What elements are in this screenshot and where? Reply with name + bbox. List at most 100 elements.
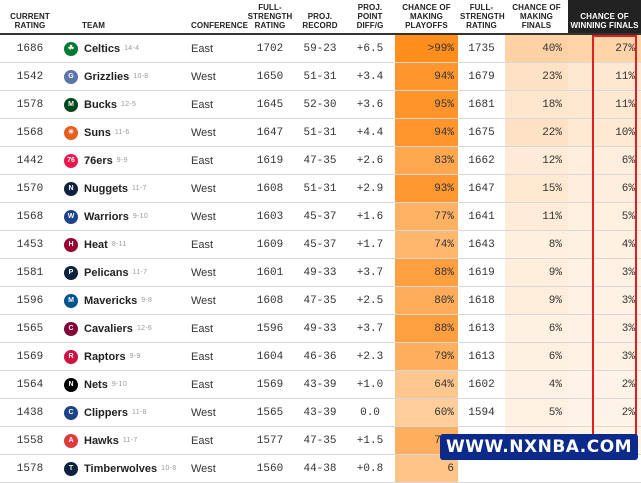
chance-finals-cell: 5% [505, 398, 568, 427]
team-record: 11-7 [122, 437, 138, 444]
team-record: 9-9 [116, 157, 128, 164]
team-cell[interactable]: M Mavericks 9-8 [60, 286, 185, 315]
table-row[interactable]: 1686 ☘ Celtics 14-4 East 1702 59-23 +6.5 >99% 173… [0, 34, 641, 63]
full-strength-rating-2-cell: 1647 [458, 174, 505, 203]
point-diff-cell: +6.5 [345, 34, 395, 63]
team-record: 14-4 [124, 45, 140, 52]
hawk-icon: A [64, 433, 78, 448]
conference-cell: East [185, 370, 245, 399]
team-name: Timberwolves [84, 462, 158, 475]
proj-record-cell: 45-37 [295, 202, 345, 231]
point-diff-cell: +2.6 [345, 146, 395, 175]
header-chance-finals[interactable]: CHANCE OF MAKING FINALS [505, 0, 568, 35]
bridge-icon: W [64, 209, 78, 224]
chance-playoffs-cell: 94% [395, 62, 458, 91]
header-proj-point-diff[interactable]: PROJ. POINT DIFF/G [345, 0, 395, 35]
team-cell[interactable]: R Raptors 9-9 [60, 342, 185, 371]
full-strength-rating-cell: 1596 [245, 314, 295, 343]
header-conference[interactable]: CONFERENCE [185, 0, 248, 35]
full-strength-rating-cell: 1560 [245, 454, 295, 483]
table-row[interactable]: 1569 R Raptors 9-9 East 1604 46-36 +2.3 79% 1613 6… [0, 342, 641, 371]
current-rating-cell: 1570 [0, 174, 60, 203]
full-strength-rating-2-cell: 1594 [458, 398, 505, 427]
table-row[interactable]: 1570 N Nuggets 11-7 West 1608 51-31 +2.9 93% 1647… [0, 174, 641, 203]
header-current-rating[interactable]: CURRENT RATING [0, 0, 60, 35]
team-cell[interactable]: H Heat 8-11 [60, 230, 185, 259]
current-rating-cell: 1686 [0, 34, 60, 63]
header-chance-winning-finals[interactable]: CHANCE OF WINNING FINALS [568, 0, 641, 35]
team-cell[interactable]: 76 76ers 9-9 [60, 146, 185, 175]
current-rating-cell: 1568 [0, 202, 60, 231]
team-name: Celtics [84, 42, 121, 55]
team-record: 11-7 [132, 269, 148, 276]
lac-icon: C [64, 405, 78, 420]
chance-playoffs-cell: 64% [395, 370, 458, 399]
current-rating-cell: 1568 [0, 118, 60, 147]
header-team[interactable]: TEAM [60, 0, 185, 35]
current-rating-cell: 1558 [0, 426, 60, 455]
conference-cell: West [185, 62, 245, 91]
team-cell[interactable]: A Hawks 11-7 [60, 426, 185, 455]
full-strength-rating-cell: 1647 [245, 118, 295, 147]
team-cell[interactable]: M Bucks 12-5 [60, 90, 185, 119]
chance-playoffs-cell: 77% [395, 202, 458, 231]
table-row[interactable]: 1578 M Bucks 12-5 East 1645 52-30 +3.6 95% 1681 18… [0, 90, 641, 119]
table-row[interactable]: 1568 ☀ Suns 11-6 West 1647 51-31 +4.4 94% 1675 22%… [0, 118, 641, 147]
table-row[interactable]: 1542 G Grizzlies 10-8 West 1650 51-31 +3.4 94% 16… [0, 62, 641, 91]
full-strength-rating-cell: 1645 [245, 90, 295, 119]
chance-winning-finals-cell: 5% [568, 202, 641, 231]
conference-cell: East [185, 90, 245, 119]
chance-playoffs-cell: 80% [395, 286, 458, 315]
team-cell[interactable]: T Timberwolves 10-8 [60, 454, 185, 483]
team-cell[interactable]: N Nuggets 11-7 [60, 174, 185, 203]
chance-playoffs-cell: 83% [395, 146, 458, 175]
chance-winning-finals-cell: 11% [568, 90, 641, 119]
point-diff-cell: +2.3 [345, 342, 395, 371]
table-row[interactable]: 1596 M Mavericks 9-8 West 1608 47-35 +2.5 80% 161… [0, 286, 641, 315]
current-rating-cell: 1542 [0, 62, 60, 91]
full-strength-rating-2-cell: 1679 [458, 62, 505, 91]
proj-record-cell: 43-39 [295, 370, 345, 399]
table-row[interactable]: 1453 H Heat 8-11 East 1609 45-37 +1.7 74% 1643 8% 4… [0, 230, 641, 259]
team-cell[interactable]: C Cavaliers 12-6 [60, 314, 185, 343]
current-rating-cell: 1569 [0, 342, 60, 371]
proj-record-cell: 47-35 [295, 146, 345, 175]
table-row[interactable]: 1442 76 76ers 9-9 East 1619 47-35 +2.6 83% 1662 12… [0, 146, 641, 175]
full-strength-rating-cell: 1608 [245, 286, 295, 315]
bear-icon: G [64, 69, 78, 84]
table-row[interactable]: 1581 P Pelicans 11-7 West 1601 49-33 +3.7 88% 161… [0, 258, 641, 287]
team-cell[interactable]: W Warriors 9-10 [60, 202, 185, 231]
team-cell[interactable]: G Grizzlies 10-8 [60, 62, 185, 91]
team-cell[interactable]: C Clippers 11-8 [60, 398, 185, 427]
chance-finals-cell: 9% [505, 286, 568, 315]
team-name: Suns [84, 126, 111, 139]
proj-record-cell: 47-35 [295, 286, 345, 315]
header-full-strength-rating[interactable]: FULL-STRENGTH RATING [245, 0, 295, 35]
table-row[interactable]: 1568 W Warriors 9-10 West 1603 45-37 +1.6 77% 164… [0, 202, 641, 231]
team-cell[interactable]: P Pelicans 11-7 [60, 258, 185, 287]
table-row[interactable]: 1564 N Nets 9-10 East 1569 43-39 +1.0 64% 1602 4% 2… [0, 370, 641, 399]
team-cell[interactable]: N Nets 9-10 [60, 370, 185, 399]
chance-winning-finals-cell: 27% [568, 34, 641, 63]
proj-record-cell: 59-23 [295, 34, 345, 63]
full-strength-rating-cell: 1619 [245, 146, 295, 175]
header-full-strength-rating-2[interactable]: FULL-STRENGTH RATING [458, 0, 505, 35]
claw-icon: R [64, 349, 78, 364]
team-record: 11-6 [114, 129, 130, 136]
chance-winning-finals-cell: 3% [568, 258, 641, 287]
horse-icon: M [64, 293, 78, 308]
chance-finals-cell: 6% [505, 314, 568, 343]
header-chance-playoffs[interactable]: CHANCE OF MAKING PLAYOFFS [395, 0, 458, 35]
team-cell[interactable]: ☀ Suns 11-6 [60, 118, 185, 147]
proj-record-cell: 51-31 [295, 174, 345, 203]
chance-playoffs-cell: 60% [395, 398, 458, 427]
table-row[interactable]: 1438 C Clippers 11-8 West 1565 43-39 0.0 60% 1594… [0, 398, 641, 427]
clover-icon: ☘ [64, 41, 78, 56]
team-record: 11-8 [132, 409, 147, 416]
chance-playoffs-cell: 88% [395, 258, 458, 287]
team-cell[interactable]: ☘ Celtics 14-4 [60, 34, 185, 63]
header-proj-record[interactable]: PROJ. RECORD [295, 0, 345, 35]
current-rating-cell: 1442 [0, 146, 60, 175]
table-row[interactable]: 1565 C Cavaliers 12-6 East 1596 49-33 +3.7 88% 16… [0, 314, 641, 343]
point-diff-cell: +1.5 [345, 426, 395, 455]
